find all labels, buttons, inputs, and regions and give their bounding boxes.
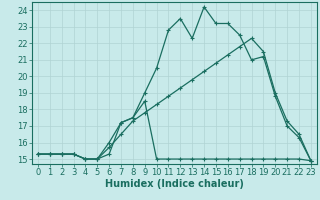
X-axis label: Humidex (Indice chaleur): Humidex (Indice chaleur) — [105, 179, 244, 189]
